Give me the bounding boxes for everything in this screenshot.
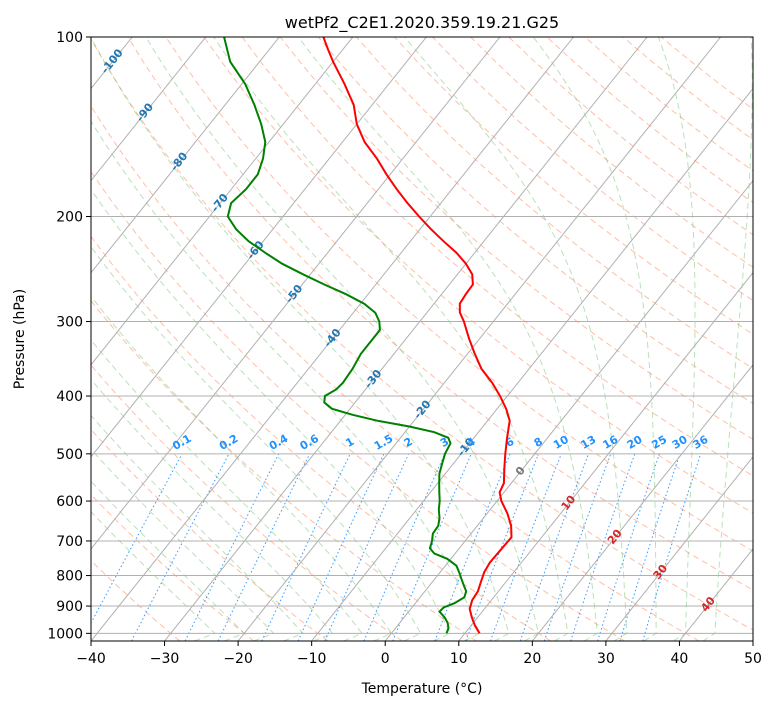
isotherm-line [384, 179, 753, 641]
moist-adiabat-line [145, 37, 539, 641]
dry-adiabat-line [91, 428, 329, 641]
moist-adiabat-line [213, 37, 569, 641]
x-tick-label: −10 [297, 651, 327, 667]
mixing-ratio-line [324, 453, 410, 641]
moist-adiabat-line [91, 448, 275, 641]
mixing-ratio-line [543, 453, 612, 641]
x-tick-label: −20 [223, 651, 253, 667]
moist-adiabat-line [702, 37, 753, 641]
dry-adiabat-line [394, 37, 753, 335]
dry-adiabats [91, 37, 753, 641]
mixing-ratio-line [597, 453, 660, 641]
moist-adiabat-line [532, 37, 657, 641]
y-axis-label: Pressure (hPa) [12, 289, 28, 389]
x-tick-label: 30 [597, 651, 615, 667]
dry-adiabat-line [91, 105, 700, 641]
isotherm-line [458, 271, 753, 641]
y-axis: 100 200 300 400 500 600 700 800 900 1000 [47, 30, 91, 642]
y-tick-label: 700 [56, 534, 83, 550]
isotherm-line [91, 37, 354, 366]
y-tick-label: 800 [56, 569, 83, 585]
dry-adiabat-line [91, 559, 181, 641]
isotherm-line [605, 456, 753, 641]
isotherm-line [91, 37, 501, 550]
moist-adiabat-line [91, 378, 334, 641]
mixing-ratio-line [490, 453, 562, 641]
plot-area: -100-90-80-70-60-50-40-30-20-10010203040… [91, 37, 753, 641]
x-axis-label: Temperature (°C) [361, 681, 483, 697]
isotherm-line [164, 37, 648, 641]
x-tick-label: −40 [76, 651, 106, 667]
plot-frame [90, 36, 754, 642]
x-tick-label: 50 [744, 651, 762, 667]
y-tick-label: 500 [56, 447, 83, 463]
mixing-ratio-line [297, 453, 385, 641]
y-tick-label: 400 [56, 389, 83, 405]
mixing-ratio-lines [91, 453, 702, 641]
y-tick-label: 1000 [47, 626, 83, 642]
isotherm-line [91, 37, 207, 182]
mixing-ratio-line [465, 453, 540, 641]
mixing-ratio-line [363, 453, 446, 641]
dry-adiabat-line [317, 37, 753, 405]
chart-title: wetPf2_C2E1.2020.359.19.21.G25 [285, 13, 559, 33]
dewpoint-series-line [223, 37, 468, 634]
isotherm-line [91, 37, 280, 274]
moist-adiabat-line [404, 37, 628, 641]
moist-adiabat-line [91, 480, 246, 641]
dry-adiabat-line [91, 364, 403, 641]
y-tick-label: 600 [56, 494, 83, 510]
dry-adiabat-line [356, 37, 753, 370]
isotherm-line [237, 37, 722, 641]
y-tick-label: 300 [56, 315, 83, 331]
moist-adiabat-line [91, 339, 363, 641]
dry-adiabat-line [91, 299, 477, 641]
y-tick-label: 100 [56, 30, 83, 46]
isotherm-line [531, 363, 753, 641]
pressure-gridlines [91, 37, 753, 634]
mixing-ratio-line [642, 453, 702, 641]
isotherm-line [91, 37, 574, 641]
moist-adiabat-line [297, 37, 598, 641]
x-tick-label: −30 [150, 651, 180, 667]
moist-adiabat-line [91, 37, 510, 641]
x-tick-label: 10 [450, 651, 468, 667]
isotherm-grid [91, 37, 753, 641]
temperature-series-line [322, 37, 513, 634]
x-axis: −40 −30 −20 −10 0 10 20 30 40 50 [76, 641, 762, 667]
isotherm-line [91, 37, 427, 458]
mixing-ratio-line [392, 453, 472, 641]
moist-adiabat-line [657, 37, 696, 641]
mixing-ratio-line [217, 453, 311, 641]
moist-adiabat-line [91, 295, 393, 641]
x-tick-label: 0 [381, 651, 390, 667]
moist-adiabat-line [91, 120, 481, 641]
x-tick-label: 40 [671, 651, 689, 667]
mixing-ratio-line [570, 453, 636, 641]
x-tick-label: 20 [523, 651, 541, 667]
isotherm-line [311, 87, 753, 641]
y-tick-label: 900 [56, 599, 83, 615]
mixing-ratio-line [519, 453, 590, 641]
moist-adiabats [91, 37, 753, 641]
dry-adiabat-line [91, 235, 551, 641]
moist-adiabat-line [91, 511, 216, 641]
mixing-ratio-line [91, 453, 183, 625]
mixing-ratio-line [619, 453, 681, 641]
dry-adiabat-line [91, 170, 626, 641]
y-tick-label: 200 [56, 210, 83, 226]
dry-adiabat-line [279, 37, 753, 440]
mixing-ratio-line [261, 453, 351, 641]
